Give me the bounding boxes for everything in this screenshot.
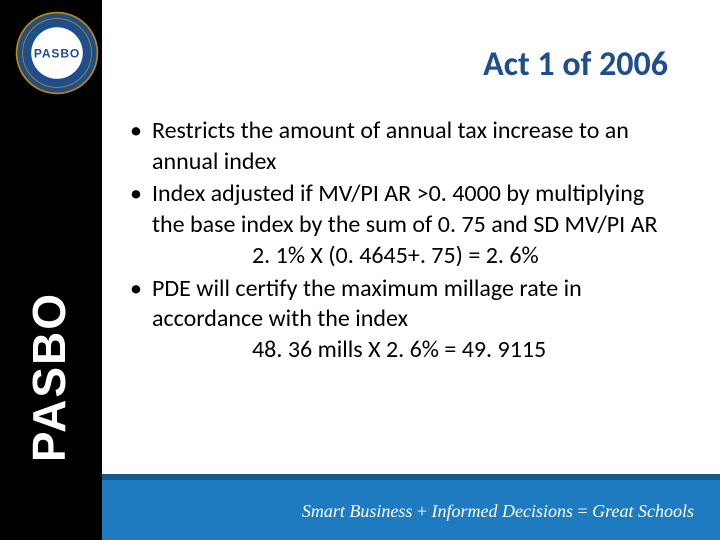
pasbo-seal-icon: PASBO [14,10,100,96]
footer-band: Smart Business + Informed Decisions = Gr… [102,480,720,540]
bullet-2: Index adjusted if MV/PI AR >0. 4000 by m… [130,179,658,271]
bullet-3-calc: 48. 36 mills X 2. 6% = 49. 9115 [152,335,658,366]
pasbo-vertical-logo: PASBO [22,292,76,462]
slide-body: Restricts the amount of annual tax incre… [130,116,658,368]
footer-right: Great Schools [592,501,694,521]
footer-tagline: Smart Business + Informed Decisions = Gr… [302,501,694,522]
bullet-1: Restricts the amount of annual tax incre… [130,116,658,177]
slide-title: Act 1 of 2006 [483,44,668,85]
bullet-2-text: Index adjusted if MV/PI AR >0. 4000 by m… [152,179,658,239]
equals-icon: = [573,501,592,521]
bullet-3-text: PDE will certify the maximum millage rat… [152,274,582,334]
footer-left: Smart Business [302,501,413,521]
footer-mid: Informed Decisions [432,501,573,521]
slide: PASBO PASBO Act 1 of 2006 Restricts the … [0,0,720,540]
seal-center-text: PASBO [34,46,80,60]
bullet-3: PDE will certify the maximum millage rat… [130,274,658,366]
plus-icon: + [412,501,431,521]
bullet-2-calc: 2. 1% X (0. 4645+. 75) = 2. 6% [152,241,658,272]
